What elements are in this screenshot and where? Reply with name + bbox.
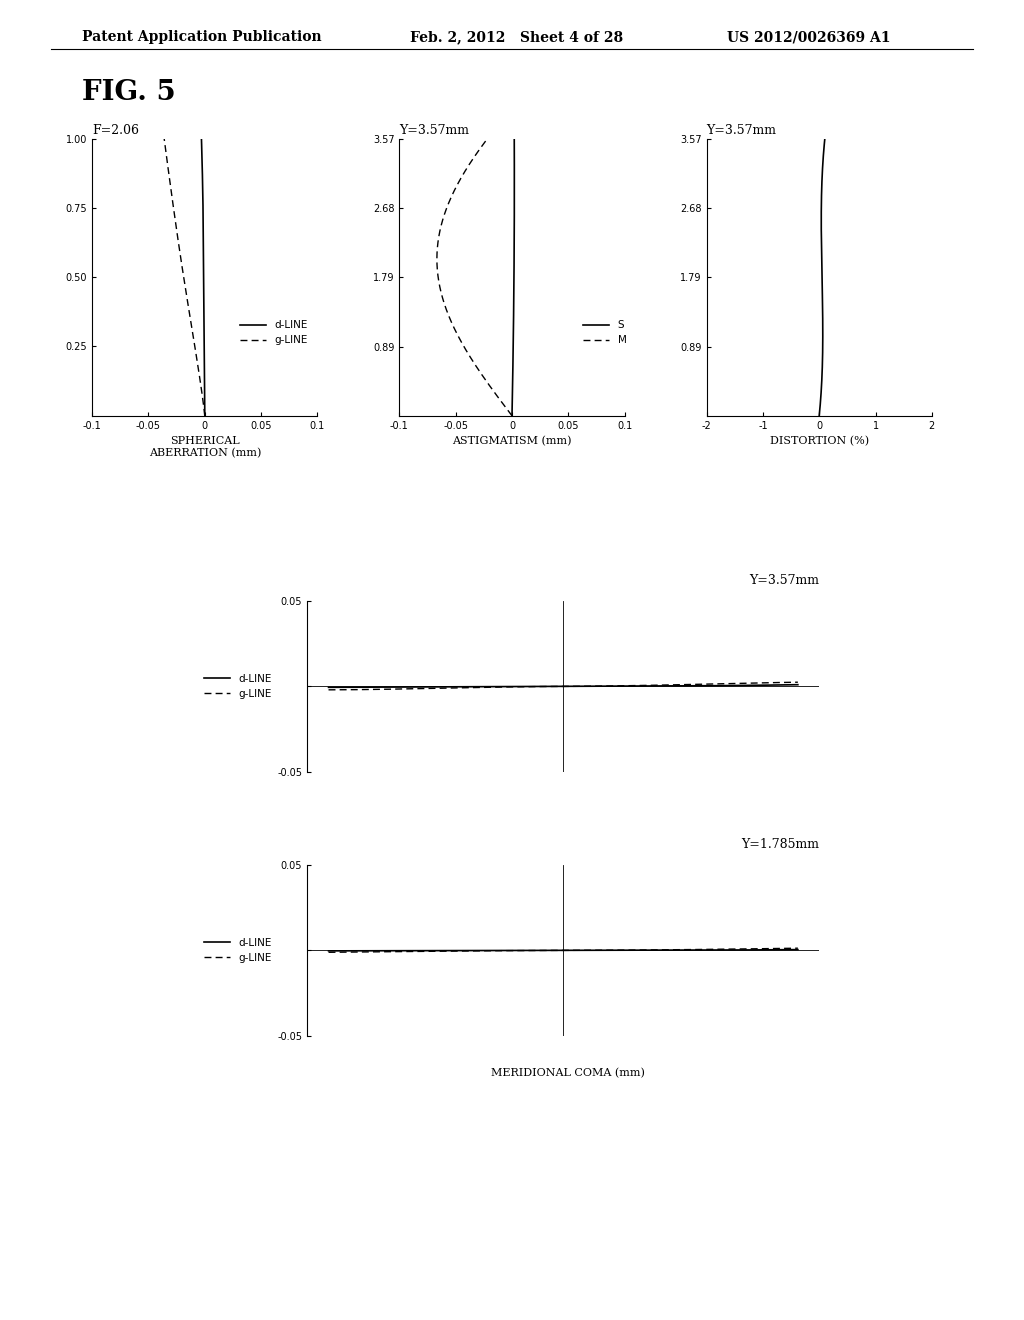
Text: Y=1.785mm: Y=1.785mm — [741, 838, 819, 851]
Text: F=2.06: F=2.06 — [92, 124, 139, 137]
Text: Y=3.57mm: Y=3.57mm — [707, 124, 776, 137]
Text: MERIDIONAL COMA (mm): MERIDIONAL COMA (mm) — [492, 1068, 645, 1078]
X-axis label: DISTORTION (%): DISTORTION (%) — [770, 436, 868, 446]
X-axis label: SPHERICAL
ABERRATION (mm): SPHERICAL ABERRATION (mm) — [148, 436, 261, 458]
Text: US 2012/0026369 A1: US 2012/0026369 A1 — [727, 30, 891, 45]
Text: Y=3.57mm: Y=3.57mm — [750, 574, 819, 587]
Text: FIG. 5: FIG. 5 — [82, 79, 176, 106]
Legend: d-LINE, g-LINE: d-LINE, g-LINE — [200, 933, 275, 968]
Legend: S, M: S, M — [580, 315, 631, 350]
Legend: d-LINE, g-LINE: d-LINE, g-LINE — [237, 315, 312, 350]
Text: Patent Application Publication: Patent Application Publication — [82, 30, 322, 45]
Text: Y=3.57mm: Y=3.57mm — [399, 124, 469, 137]
Text: Feb. 2, 2012   Sheet 4 of 28: Feb. 2, 2012 Sheet 4 of 28 — [410, 30, 623, 45]
X-axis label: ASTIGMATISM (mm): ASTIGMATISM (mm) — [453, 436, 571, 446]
Legend: d-LINE, g-LINE: d-LINE, g-LINE — [200, 669, 275, 704]
